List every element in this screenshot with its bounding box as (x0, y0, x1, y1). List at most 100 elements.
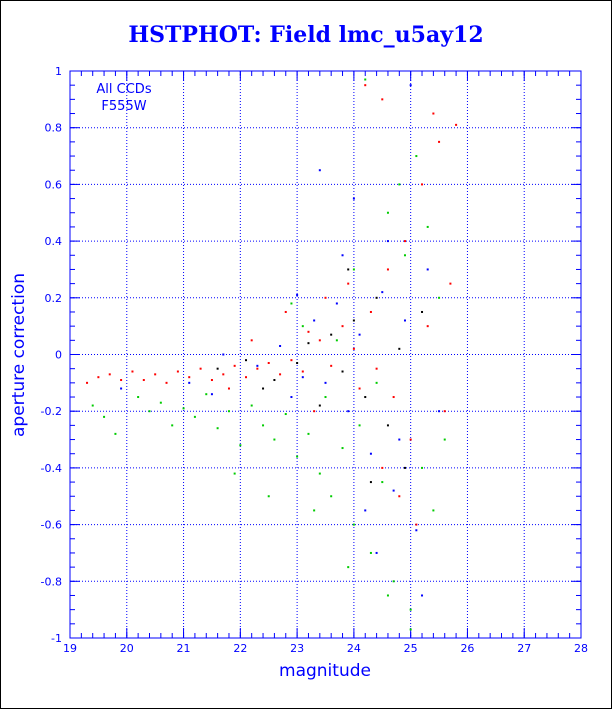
data-point (205, 393, 208, 396)
data-point (120, 387, 123, 390)
x-tick-label: 24 (347, 642, 361, 655)
data-point (341, 254, 344, 257)
data-point (296, 455, 299, 458)
data-point (307, 342, 310, 345)
x-tick-label: 20 (120, 642, 134, 655)
data-point (369, 551, 372, 554)
data-point (392, 489, 395, 492)
data-point (415, 155, 418, 158)
data-point (267, 495, 270, 498)
data-point (438, 296, 441, 299)
y-tick-label: 0.2 (45, 292, 63, 305)
data-point (290, 396, 293, 399)
data-point (267, 362, 270, 365)
data-point (426, 268, 429, 271)
data-point (296, 362, 299, 365)
data-point (262, 424, 265, 427)
data-point (193, 415, 196, 418)
data-point (301, 325, 304, 328)
data-point (358, 333, 361, 336)
data-point (386, 240, 389, 243)
x-tick-label: 26 (460, 642, 474, 655)
x-tick-label: 28 (574, 642, 588, 655)
data-point (347, 566, 350, 569)
annotation-all-ccds: All CCDs (96, 82, 151, 97)
data-point (233, 364, 236, 367)
data-point (375, 381, 378, 384)
data-point (318, 169, 321, 172)
data-point (403, 319, 406, 322)
data-point (222, 353, 225, 356)
x-tick-labels: 19 20 21 22 23 24 25 26 27 28 (63, 642, 588, 655)
data-point (262, 387, 265, 390)
data-point (438, 140, 441, 143)
data-point (381, 481, 384, 484)
data-point (227, 410, 230, 413)
data-point (352, 523, 355, 526)
y-tick-labels: 1 0.8 0.6 0.4 0.2 0 -0.2 -0.4 -0.6 -0.8 -1 (41, 65, 62, 645)
data-point (108, 373, 111, 376)
y-tick-label: 0.8 (45, 122, 63, 135)
data-point (330, 364, 333, 367)
data-point (443, 410, 446, 413)
data-point (284, 413, 287, 416)
data-point (324, 396, 327, 399)
data-point (352, 197, 355, 200)
x-tick-label: 19 (63, 642, 77, 655)
data-point (256, 367, 259, 370)
data-point (375, 367, 378, 370)
y-tick-label: 1 (55, 65, 62, 78)
data-point (290, 302, 293, 305)
data-point (421, 183, 424, 186)
data-point (358, 424, 361, 427)
data-point (216, 427, 219, 430)
data-point (165, 381, 168, 384)
data-point (210, 379, 213, 382)
data-point (409, 84, 412, 87)
data-point (86, 381, 89, 384)
data-point (250, 404, 253, 407)
data-point (341, 370, 344, 373)
x-tick-label: 21 (177, 642, 191, 655)
data-point (307, 330, 310, 333)
data-point (421, 594, 424, 597)
data-point (296, 293, 299, 296)
data-point (386, 424, 389, 427)
data-point (375, 296, 378, 299)
data-point (313, 319, 316, 322)
data-point (375, 551, 378, 554)
data-point (398, 438, 401, 441)
data-point (381, 291, 384, 294)
data-point (403, 254, 406, 257)
data-point (188, 381, 191, 384)
data-point (120, 379, 123, 382)
data-point (386, 268, 389, 271)
data-point (279, 373, 282, 376)
data-point (352, 347, 355, 350)
y-tick-label: 0.6 (45, 178, 63, 191)
data-point (176, 370, 179, 373)
data-point (426, 225, 429, 228)
data-point (369, 310, 372, 313)
data-point (301, 376, 304, 379)
data-point (182, 407, 185, 410)
data-point (256, 364, 259, 367)
data-point (216, 367, 219, 370)
chart-title: HSTPHOT: Field lmc_u5ay12 (128, 22, 484, 48)
data-points (86, 78, 458, 631)
data-point (347, 268, 350, 271)
data-point (273, 438, 276, 441)
data-point (324, 381, 327, 384)
data-point (227, 387, 230, 390)
data-point (159, 401, 162, 404)
data-point (415, 523, 418, 526)
data-point (103, 415, 106, 418)
data-point (154, 373, 157, 376)
data-point (330, 495, 333, 498)
x-tick-label: 22 (233, 642, 247, 655)
minor-ticks (69, 70, 582, 639)
data-point (245, 376, 248, 379)
data-point (415, 529, 418, 532)
y-axis-title: aperture correction (9, 273, 29, 437)
